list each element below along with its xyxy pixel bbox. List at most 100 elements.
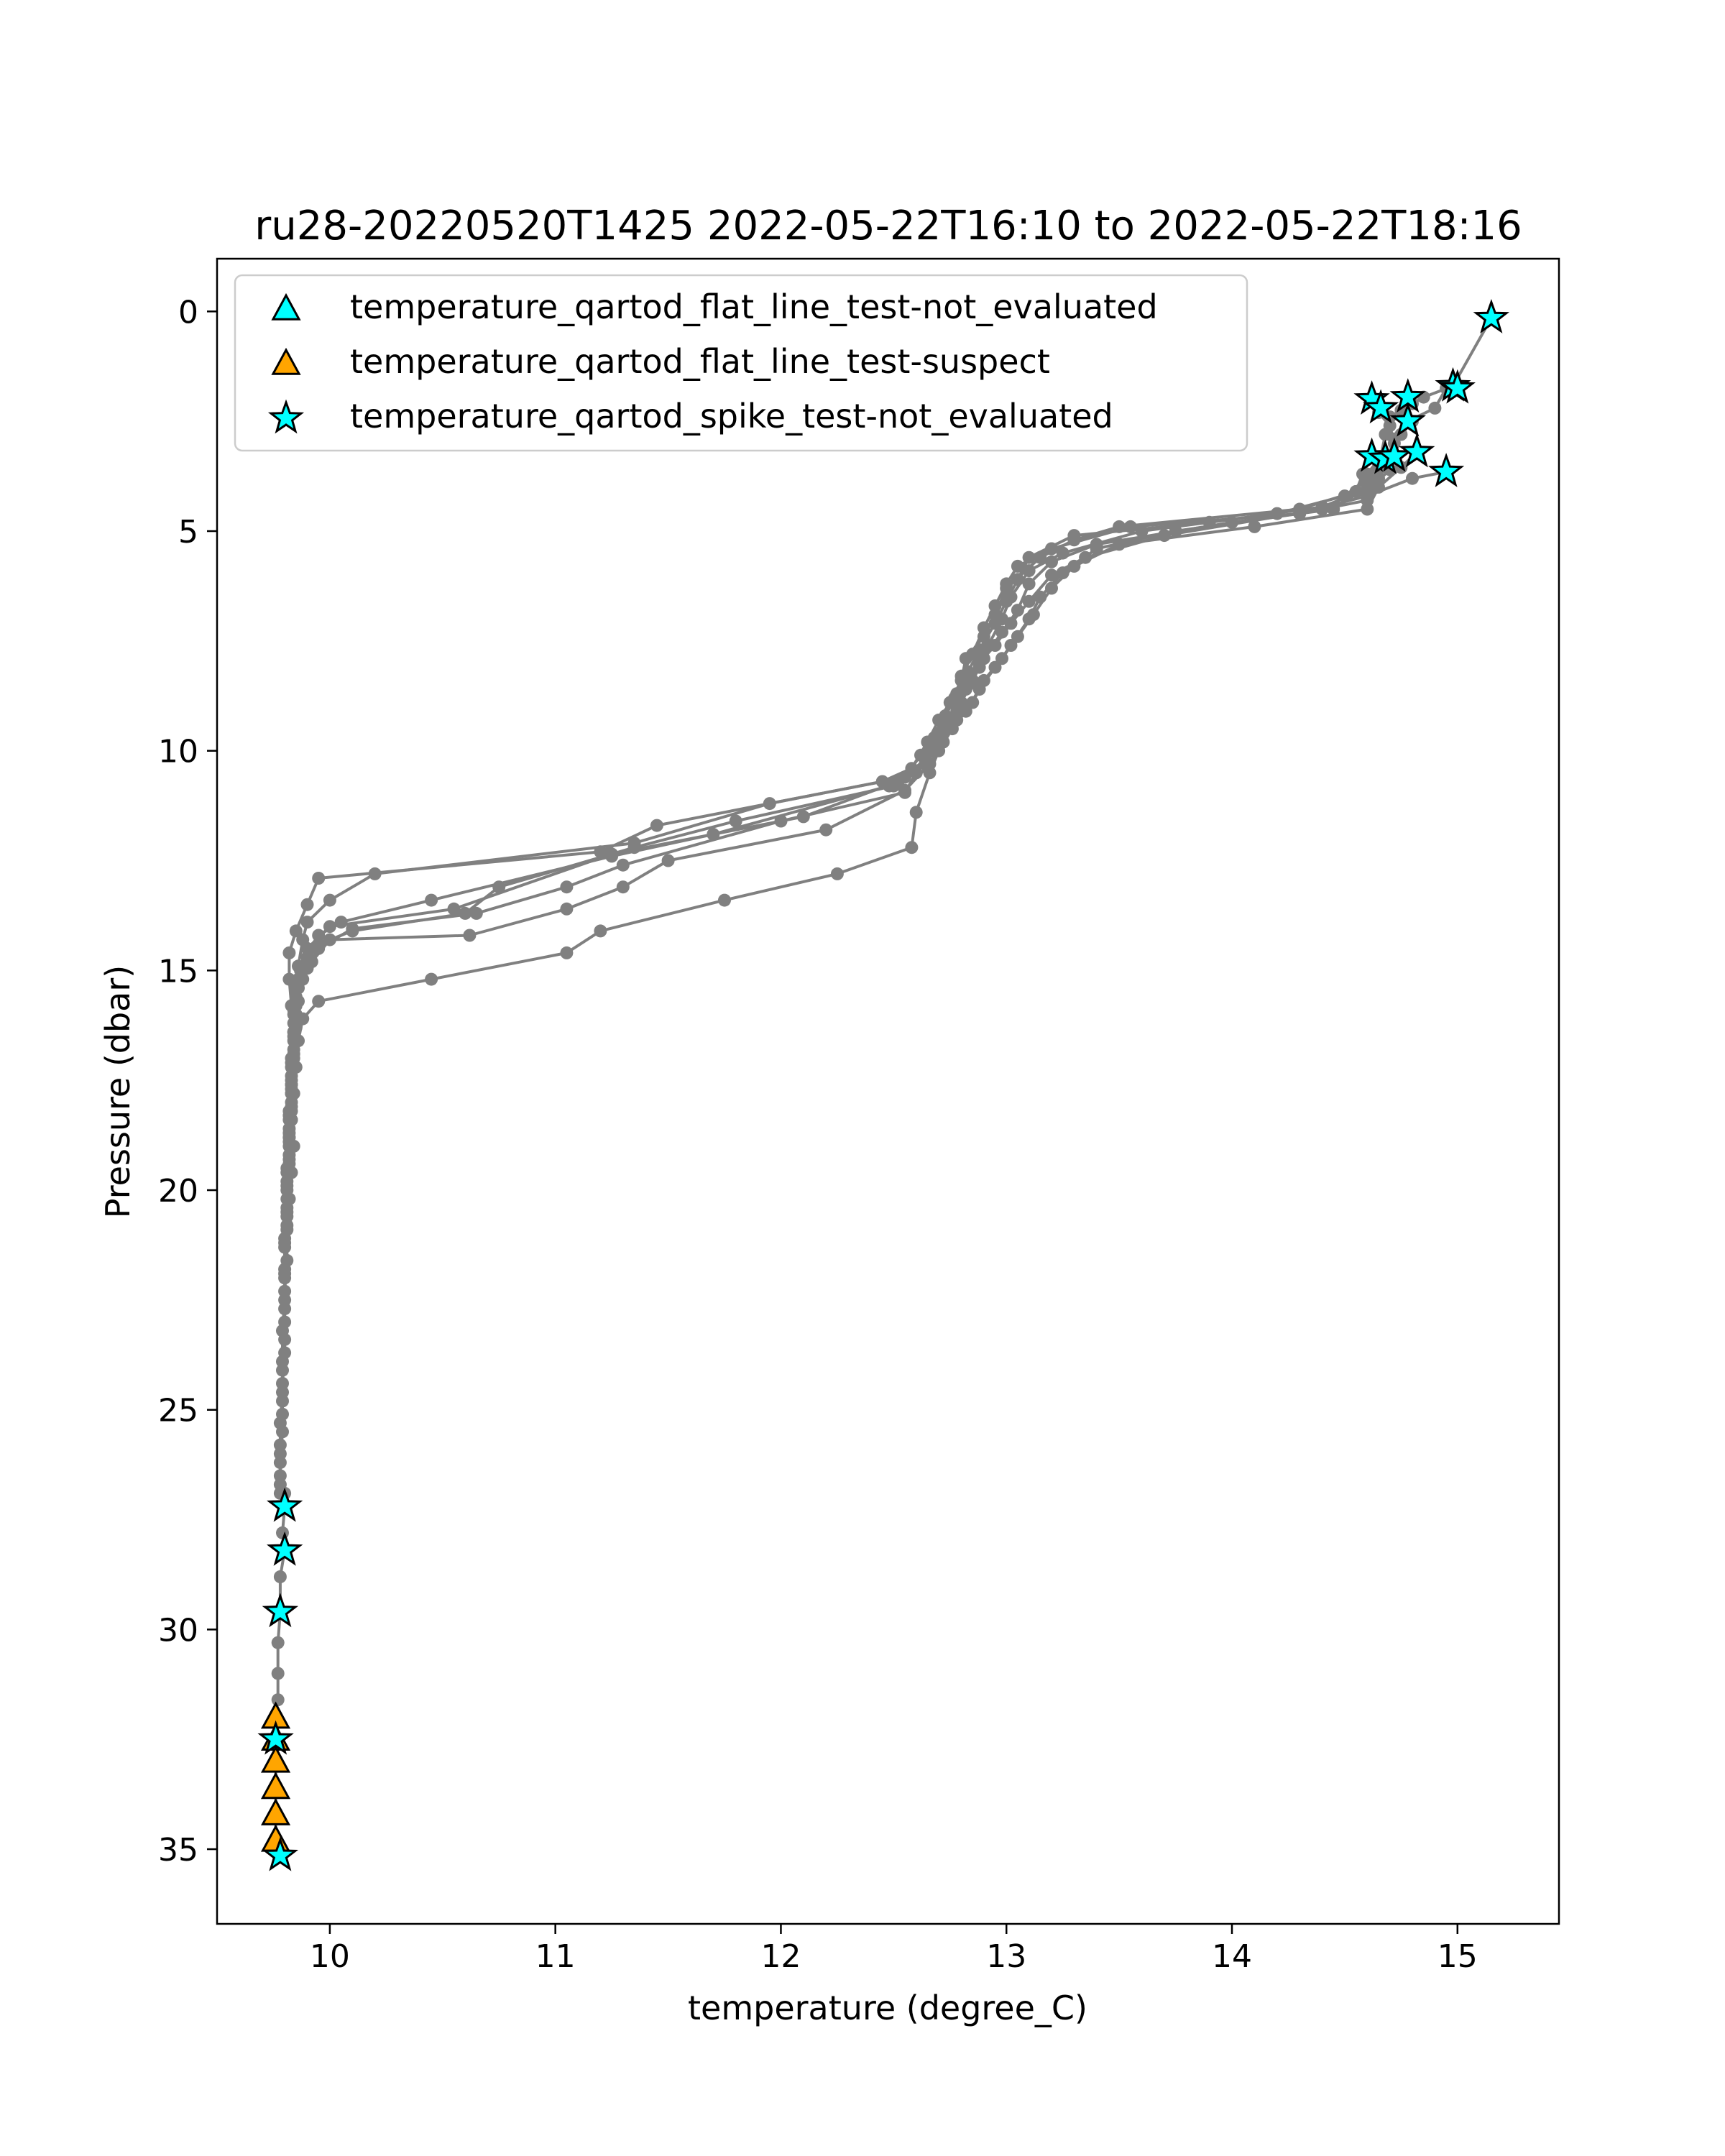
profile-point (594, 924, 607, 938)
profile-point (1004, 639, 1018, 652)
profile-point (276, 1386, 289, 1399)
profile-point (323, 920, 336, 934)
profile-point (346, 922, 359, 936)
markers-layer (257, 299, 1510, 1871)
profile-point (774, 814, 788, 828)
profile-point (1169, 525, 1182, 538)
profile-point (1022, 564, 1036, 578)
y-tick-label: 30 (158, 1612, 198, 1649)
profile-point (292, 995, 305, 1008)
profile-point (1022, 577, 1036, 591)
profile-point (323, 893, 336, 907)
profile-point (1022, 594, 1036, 608)
profile-point (271, 1667, 285, 1680)
profile-point (271, 1636, 285, 1649)
profile-point (1045, 581, 1058, 595)
x-axis-label: temperature (degree_C) (688, 1989, 1087, 2027)
profile-point (961, 678, 975, 691)
profile-point (819, 823, 833, 837)
legend-box (234, 274, 1248, 452)
legend-entry-flat-line-not-evaluated: temperature_qartod_flat_line_test-not_ev… (350, 287, 1158, 326)
profile-point (282, 1126, 296, 1140)
profile-point (923, 766, 937, 780)
profile-point (1090, 542, 1103, 556)
spike-not-evaluated-marker (1399, 433, 1435, 468)
profile-point (763, 797, 776, 811)
profile-point (898, 783, 911, 797)
profile-point (988, 617, 1002, 630)
profile-point (1011, 573, 1024, 586)
profile-point (1004, 617, 1018, 630)
legend-marker-star-cyan (267, 399, 305, 434)
y-tick-label: 25 (158, 1393, 198, 1429)
profile-point (287, 1087, 300, 1100)
profile-point (323, 933, 336, 946)
profile-point (718, 893, 731, 907)
spike-not-evaluated-marker (1428, 453, 1465, 487)
profile-point (368, 867, 382, 880)
profile-point (977, 621, 990, 635)
legend-marker-triangle-cyan (271, 292, 301, 321)
flat-line-suspect-marker (260, 1745, 291, 1773)
profile-point (830, 867, 844, 880)
profile-point (560, 946, 574, 959)
profile-point (972, 683, 986, 696)
spike-not-evaluated-marker (1362, 389, 1399, 424)
spike-not-evaluated-marker (266, 1487, 303, 1522)
profile-point (1011, 559, 1024, 573)
profile-point (282, 1166, 296, 1179)
profile-point (278, 1267, 292, 1281)
profile-point (300, 916, 314, 929)
profile-point (285, 1113, 298, 1127)
profile-point (289, 924, 303, 938)
spike-not-evaluated-marker (257, 1720, 294, 1755)
profile-point (616, 880, 630, 894)
y-tick-label: 20 (158, 1173, 198, 1210)
profile-point (909, 806, 923, 819)
chart-title: ru28-20220520T1425 2022-05-22T16:10 to 2… (254, 203, 1522, 249)
profile-point (469, 906, 483, 920)
profile-point (1361, 489, 1374, 503)
spike-not-evaluated-marker (1389, 402, 1426, 437)
profile-point (305, 955, 318, 969)
profile-point (560, 902, 574, 916)
profile-point (661, 854, 675, 867)
profile-point (616, 858, 630, 872)
y-tick-label: 10 (158, 734, 198, 770)
plot-background (217, 259, 1559, 1924)
profile-point (988, 660, 1002, 674)
profile-point (972, 656, 986, 670)
profile-point (1022, 550, 1036, 564)
x-tick-label: 11 (535, 1938, 576, 1975)
y-axis: 0 5 10 15 20 25 30 35 (158, 294, 217, 1869)
profile-point (312, 995, 326, 1008)
legend-marker-triangle-orange (271, 347, 301, 375)
profile-point (273, 1447, 287, 1460)
profile-point (1067, 529, 1081, 543)
profile-point (492, 880, 506, 894)
profile-point (312, 872, 326, 885)
spike-not-evaluated-marker (262, 1593, 299, 1628)
profile-point (1000, 577, 1013, 591)
profile-point (273, 1570, 287, 1583)
profile-point (280, 1179, 294, 1192)
profile-point (285, 1139, 298, 1153)
profile-point (296, 1012, 310, 1026)
profile-point (650, 819, 663, 832)
profile-point (959, 704, 972, 718)
y-tick-label: 0 (178, 294, 198, 331)
profile-point (282, 946, 296, 959)
spike-not-evaluated-marker (1473, 299, 1510, 333)
spike-not-evaluated-marker (262, 1836, 299, 1871)
spike-not-evaluated-marker (266, 1531, 303, 1566)
profile-point (1383, 419, 1397, 433)
profile-point (463, 929, 477, 942)
profile-point (627, 841, 641, 854)
legend-star-cyan (267, 399, 305, 434)
x-tick-label: 12 (760, 1938, 801, 1975)
flat-line-suspect-marker (260, 1772, 291, 1800)
profile-point (905, 841, 919, 854)
x-tick-label: 13 (986, 1938, 1026, 1975)
profile-point (995, 625, 1008, 639)
